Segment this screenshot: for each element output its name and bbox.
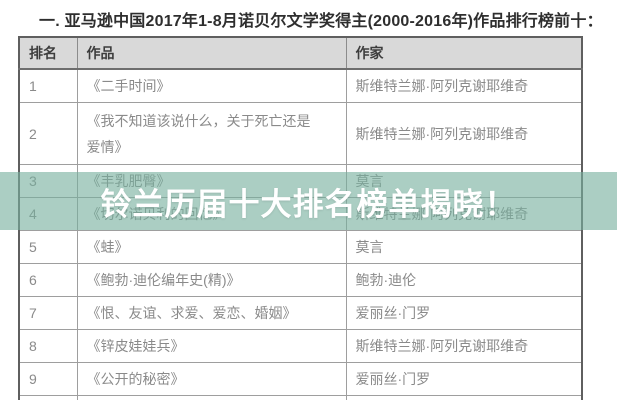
header-author: 作家 xyxy=(345,36,583,70)
work-cell: 《生死疲劳》 xyxy=(76,395,347,400)
table-row: 6 《鲍勃·迪伦编年史(精)》 鲍勃·迪伦 xyxy=(18,263,583,297)
work-cell: 《我不知道该说什么，关于死亡还是爱情》 xyxy=(76,102,347,165)
author-cell: 斯维特兰娜·阿列克谢耶维奇 xyxy=(345,329,583,363)
author-cell: 鲍勃·迪伦 xyxy=(345,263,583,297)
work-cell: 《蛙》 xyxy=(76,230,347,264)
work-cell: 《公开的秘密》 xyxy=(76,362,347,396)
table-row: 9 《公开的秘密》 爱丽丝·门罗 xyxy=(18,362,583,396)
work-cell: 《二手时间》 xyxy=(76,68,347,103)
rank-cell: 7 xyxy=(18,296,78,330)
header-rank: 排名 xyxy=(18,36,78,70)
header-work: 作品 xyxy=(76,36,347,70)
work-cell: 《锌皮娃娃兵》 xyxy=(76,329,347,363)
author-cell: 莫言 xyxy=(345,395,583,400)
rank-cell: 9 xyxy=(18,362,78,396)
promo-banner-text: 铃兰历届十大排名榜单揭晓！ xyxy=(100,186,517,222)
rank-cell: 10 xyxy=(18,395,78,400)
table-row: 7 《恨、友谊、求爱、爱恋、婚姻》 爱丽丝·门罗 xyxy=(18,296,583,330)
table-row: 2 《我不知道该说什么，关于死亡还是爱情》 斯维特兰娜·阿列克谢耶维奇 xyxy=(18,102,583,165)
rank-cell: 6 xyxy=(18,263,78,297)
author-cell: 爱丽丝·门罗 xyxy=(345,362,583,396)
author-cell: 莫言 xyxy=(345,230,583,264)
table-row: 8 《锌皮娃娃兵》 斯维特兰娜·阿列克谢耶维奇 xyxy=(18,329,583,363)
rank-cell: 8 xyxy=(18,329,78,363)
table-row: 1 《二手时间》 斯维特兰娜·阿列克谢耶维奇 xyxy=(18,68,583,103)
page-title: 一. 亚马逊中国2017年1-8月诺贝尔文学奖得主(2000-2016年)作品排… xyxy=(39,13,603,30)
table-header-row: 排名 作品 作家 xyxy=(18,36,583,70)
rank-cell: 2 xyxy=(18,102,78,165)
rank-cell: 5 xyxy=(18,230,78,264)
work-cell: 《鲍勃·迪伦编年史(精)》 xyxy=(76,263,347,297)
author-cell: 斯维特兰娜·阿列克谢耶维奇 xyxy=(345,102,583,165)
table-row: 10 《生死疲劳》 莫言 xyxy=(18,395,583,400)
rank-cell: 1 xyxy=(18,68,78,103)
table-row: 5 《蛙》 莫言 xyxy=(18,230,583,264)
author-cell: 斯维特兰娜·阿列克谢耶维奇 xyxy=(345,68,583,103)
author-cell: 爱丽丝·门罗 xyxy=(345,296,583,330)
promo-banner: 铃兰历届十大排名榜单揭晓！ xyxy=(0,172,617,230)
work-cell: 《恨、友谊、求爱、爱恋、婚姻》 xyxy=(76,296,347,330)
